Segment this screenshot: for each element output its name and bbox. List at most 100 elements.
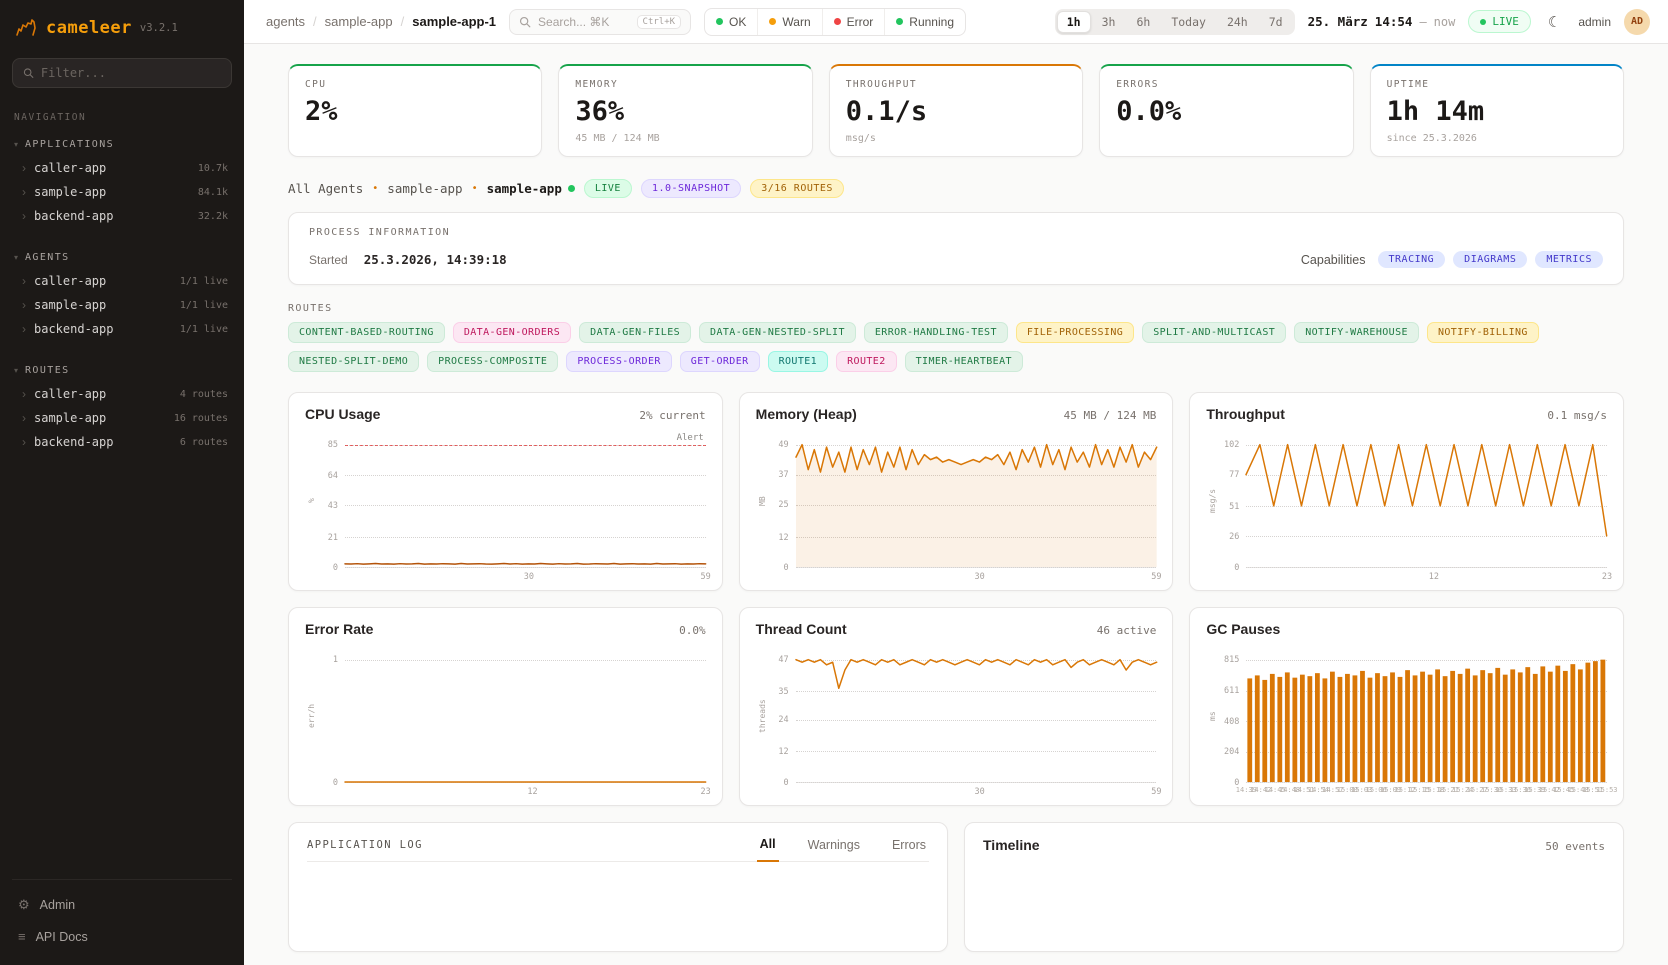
x-tick-label: 15:15 — [1408, 786, 1430, 795]
chevron-right-icon: › — [22, 185, 26, 199]
route-chip-content-based-routing[interactable]: CONTENT-BASED-ROUTING — [288, 322, 445, 344]
chevron-right-icon: › — [22, 435, 26, 449]
log-tab-errors[interactable]: Errors — [889, 837, 929, 861]
route-chip-timer-heartbeat[interactable]: TIMER-HEARTBEAT — [904, 351, 1023, 373]
chart-series — [1247, 659, 1606, 783]
gridline — [345, 505, 706, 507]
status-dot — [833, 18, 841, 25]
route-chip-get-order[interactable]: GET-ORDER — [679, 351, 760, 373]
route-chip-nested-split-demo[interactable]: NESTED-SPLIT-DEMO — [288, 351, 420, 373]
chart-title: CPU Usage — [305, 406, 381, 423]
sidebar-api-docs[interactable]: ≡ API Docs — [12, 922, 232, 951]
sidebar-section-header-routes[interactable]: ▾ ROUTES — [12, 361, 232, 382]
agent-crumb-sample-app[interactable]: sample-app — [387, 181, 463, 197]
charts-grid: CPU Usage 2% current% 85 64 43 21 0 Alert 30 59 Me… — [288, 392, 1624, 807]
range-separator: — — [1419, 14, 1427, 29]
range-end-label: now — [1433, 14, 1456, 29]
capability-chip-diagrams[interactable]: DIAGRAMS — [1453, 251, 1528, 269]
route-chip-data-gen-orders[interactable]: DATA-GEN-ORDERS — [452, 322, 572, 344]
dark-mode-toggle[interactable]: ☾ — [1544, 11, 1565, 33]
section-caret-icon: ▾ — [14, 140, 19, 149]
search-input[interactable] — [538, 14, 630, 29]
route-chip-data-gen-nested-split[interactable]: DATA-GEN-NESTED-SPLIT — [699, 322, 856, 344]
time-range-3h[interactable]: 3h — [1092, 11, 1126, 33]
sidebar-item-applications-backend-app[interactable]: › backend-app 32.2k — [12, 204, 232, 228]
y-tick-label: 0 — [332, 778, 338, 789]
timeline-header: Timeline 50 events — [983, 837, 1605, 853]
sidebar-item-routes-caller-app[interactable]: › caller-app 4 routes — [12, 382, 232, 406]
sidebar-item-routes-sample-app[interactable]: › sample-app 16 routes — [12, 406, 232, 430]
sidebar-filter[interactable] — [12, 58, 232, 88]
search-icon — [23, 68, 34, 78]
sidebar-item-agents-backend-app[interactable]: › backend-app 1/1 live — [12, 317, 232, 341]
global-search[interactable]: Ctrl+K — [509, 8, 692, 35]
route-chip-error-handling-test[interactable]: ERROR-HANDLING-TEST — [863, 322, 1008, 344]
date-range[interactable]: 25. März 14:54 — now — [1308, 14, 1456, 29]
log-tab-warnings[interactable]: Warnings — [805, 837, 863, 861]
chart-meta: 2% current — [639, 409, 706, 423]
stat-label: UPTIME — [1386, 79, 1430, 90]
x-tick-label: 15:48 — [1567, 786, 1589, 795]
app-logo[interactable]: cameleer v3.2.1 — [12, 14, 232, 58]
capability-chip-tracing[interactable]: TRACING — [1377, 251, 1446, 269]
route-chip-notify-warehouse[interactable]: NOTIFY-WAREHOUSE — [1294, 322, 1419, 344]
breadcrumb-agents[interactable]: agents — [266, 14, 306, 29]
status-filter-error[interactable]: Error — [821, 8, 885, 35]
route-chip-file-processing[interactable]: FILE-PROCESSING — [1015, 322, 1135, 344]
time-range-7d[interactable]: 7d — [1259, 11, 1293, 33]
stat-card-throughput: THROUGHPUT 0.1/s msg/s — [828, 64, 1084, 158]
avatar[interactable]: AD — [1624, 8, 1650, 35]
sidebar-item-applications-caller-app[interactable]: › caller-app 10.7k — [12, 156, 232, 180]
time-range-24h[interactable]: 24h — [1217, 11, 1258, 33]
filter-input[interactable] — [40, 66, 221, 80]
sidebar-section-header-agents[interactable]: ▾ AGENTS — [12, 248, 232, 269]
breadcrumb-sample-app-1[interactable]: sample-app-1 — [412, 14, 497, 29]
route-chip-route2[interactable]: ROUTE2 — [836, 351, 897, 373]
agent-crumb-all-agents[interactable]: All Agents — [288, 181, 364, 197]
agent-badge-3-16-routes[interactable]: 3/16 ROUTES — [750, 179, 844, 199]
route-chip-notify-billing[interactable]: NOTIFY-BILLING — [1426, 322, 1539, 344]
route-chip-route1[interactable]: ROUTE1 — [767, 351, 829, 373]
chart-error-rate: Error Rate 0.0% err/h 1 0 12 23 — [288, 607, 723, 807]
sidebar-admin[interactable]: ⚙ Admin — [12, 890, 232, 920]
y-tick-label: 1 — [332, 655, 338, 666]
status-dot — [896, 18, 904, 25]
sidebar-item-agents-sample-app[interactable]: › sample-app 1/1 live — [12, 293, 232, 317]
status-filter-warn[interactable]: Warn — [757, 8, 821, 35]
sidebar-item-routes-backend-app[interactable]: › backend-app 6 routes — [12, 430, 232, 454]
agent-current[interactable]: sample-app — [486, 181, 562, 197]
capability-chip-metrics[interactable]: METRICS — [1535, 251, 1603, 269]
y-tick-label: 26 — [1229, 531, 1240, 542]
y-tick-label: 64 — [327, 470, 338, 481]
agent-badge-live[interactable]: LIVE — [583, 179, 632, 199]
y-tick-label: 815 — [1223, 655, 1240, 666]
chart-meta: 46 active — [1096, 624, 1157, 638]
stat-card-uptime: UPTIME 1h 14m since 25.3.2026 — [1369, 64, 1624, 158]
time-range-1h[interactable]: 1h — [1056, 10, 1091, 33]
chevron-right-icon: › — [22, 209, 26, 223]
time-range-6h[interactable]: 6h — [1126, 11, 1160, 33]
sidebar-item-label: caller-app — [34, 161, 107, 175]
x-tick-label: 30 — [974, 787, 985, 798]
log-tab-all[interactable]: All — [756, 837, 779, 863]
time-range-today[interactable]: Today — [1161, 11, 1216, 33]
sidebar-section-routes: ▾ ROUTES › caller-app 4 routes › sample-app 16 … — [12, 361, 232, 454]
route-chip-data-gen-files[interactable]: DATA-GEN-FILES — [579, 322, 692, 344]
route-chip-process-composite[interactable]: PROCESS-COMPOSITE — [427, 351, 559, 373]
sidebar-item-label: backend-app — [34, 435, 114, 449]
stat-sub: 45 MB / 124 MB — [575, 133, 660, 145]
status-filter-ok[interactable]: OK — [705, 9, 757, 35]
status-filter-running[interactable]: Running — [884, 8, 965, 35]
breadcrumb: agents / sample-app / sample-app-1 — [266, 14, 496, 29]
live-toggle[interactable]: LIVE — [1468, 10, 1531, 33]
content: CPU 2% MEMORY 36% 45 MB / 124 MB THROUGHPUT 0.… — [244, 44, 1668, 965]
started-label: Started — [309, 252, 348, 267]
sidebar-section-header-applications[interactable]: ▾ APPLICATIONS — [12, 135, 232, 156]
sidebar-item-applications-sample-app[interactable]: › sample-app 84.1k — [12, 180, 232, 204]
sidebar-item-agents-caller-app[interactable]: › caller-app 1/1 live — [12, 269, 232, 293]
route-chip-process-order[interactable]: PROCESS-ORDER — [566, 351, 672, 373]
agent-badge-1-0-snapshot[interactable]: 1.0-SNAPSHOT — [640, 179, 742, 199]
route-chip-split-and-multicast[interactable]: SPLIT-AND-MULTICAST — [1142, 322, 1287, 344]
breadcrumb-sample-app[interactable]: sample-app — [324, 14, 393, 29]
